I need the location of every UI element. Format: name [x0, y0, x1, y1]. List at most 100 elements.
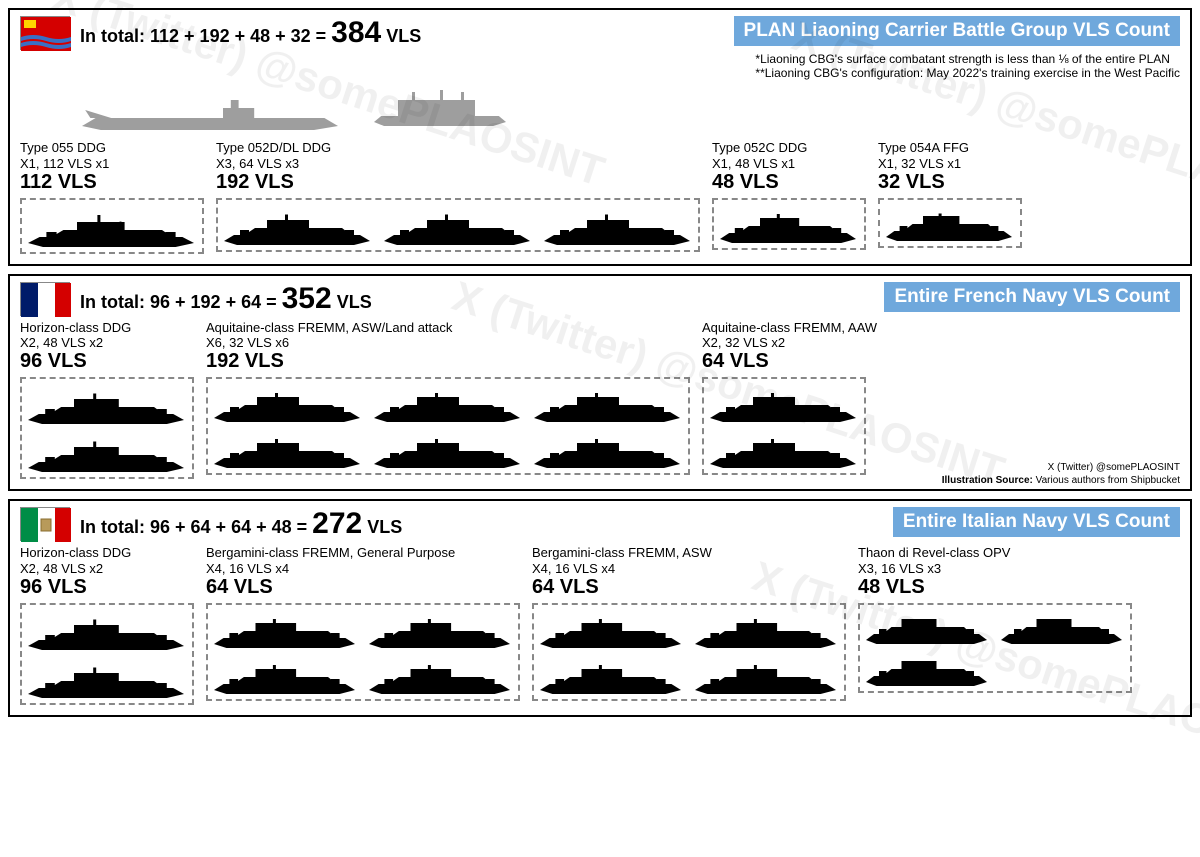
credits: X (Twitter) @somePLAOSINT Illustration S… [942, 461, 1180, 487]
group-vls: 48 VLS [858, 576, 1132, 599]
group-vls: 64 VLS [702, 350, 877, 373]
group-vls: 112 VLS [20, 171, 204, 194]
ship-box [20, 377, 194, 479]
ship-opv [864, 609, 989, 645]
group-sub: X2, 32 VLS x2 [702, 335, 877, 350]
total-sum: 96 + 64 + 64 + 48 = [150, 517, 312, 537]
note-2: **Liaoning CBG's configuration: May 2022… [755, 66, 1180, 80]
ship-ffg [212, 383, 362, 423]
ship-group: Aquitaine-class FREMM, AAW X2, 32 VLS x2… [702, 320, 877, 476]
group-label: Bergamini-class FREMM, ASW [532, 545, 846, 561]
ship-ffg [884, 204, 1014, 242]
ship-ddg [382, 204, 532, 246]
ship-box [20, 198, 204, 254]
ship-ffg [212, 429, 362, 469]
ship-box [702, 377, 866, 475]
group-label: Type 054A FFG [878, 140, 1022, 156]
total-prefix: In total: [80, 26, 150, 46]
group-sub: X4, 16 VLS x4 [206, 561, 520, 576]
panel-italy: In total: 96 + 64 + 64 + 48 = 272 VLS En… [8, 499, 1192, 717]
ship-group: Type 052D/DL DDG X3, 64 VLS x3 192 VLS [216, 140, 700, 252]
group-sub: X4, 16 VLS x4 [532, 561, 846, 576]
ship-box [532, 603, 846, 701]
total-big: 384 [331, 16, 381, 49]
credit-label: Illustration Source: [942, 475, 1036, 486]
group-vls: 32 VLS [878, 171, 1022, 194]
ship-group: Bergamini-class FREMM, ASW X4, 16 VLS x4… [532, 545, 846, 701]
ship-box [216, 198, 700, 252]
group-label: Thaon di Revel-class OPV [858, 545, 1132, 561]
ship-box [20, 603, 194, 705]
flag-tricolor [21, 283, 71, 317]
ship-group: Horizon-class DDG X2, 48 VLS x2 96 VLS [20, 545, 194, 705]
ship-group: Type 054A FFG X1, 32 VLS x1 32 VLS [878, 140, 1022, 248]
ship-carrier [80, 84, 340, 132]
total-prefix: In total: [80, 517, 150, 537]
ship-box [712, 198, 866, 250]
group-label: Horizon-class DDG [20, 545, 194, 561]
total-line: In total: 112 + 192 + 48 + 32 = 384 VLS [80, 16, 724, 50]
group-label: Type 052C DDG [712, 140, 866, 156]
ship-ddg [26, 204, 196, 248]
ship-opv [999, 609, 1124, 645]
ship-group: Aquitaine-class FREMM, ASW/Land attack X… [206, 320, 690, 476]
ship-box [878, 198, 1022, 248]
credit-handle: X (Twitter) @somePLAOSINT [942, 461, 1180, 474]
group-sub: X2, 48 VLS x2 [20, 335, 194, 350]
group-sub: X1, 48 VLS x1 [712, 156, 866, 171]
note-1: *Liaoning CBG's surface combatant streng… [755, 52, 1180, 66]
group-label: Bergamini-class FREMM, General Purpose [206, 545, 520, 561]
ship-ffg [372, 383, 522, 423]
ship-group: Horizon-class DDG X2, 48 VLS x2 96 VLS [20, 320, 194, 480]
context-ships [80, 84, 1180, 132]
ship-ffg [212, 655, 357, 695]
ship-ffg [367, 609, 512, 649]
ship-group: Thaon di Revel-class OPV X3, 16 VLS x3 4… [858, 545, 1132, 693]
credit-value: Various authors from Shipbucket [1036, 475, 1180, 486]
total-suffix: VLS [362, 517, 402, 537]
ship-ddg [222, 204, 372, 246]
flag [20, 16, 70, 50]
total-suffix: VLS [381, 26, 421, 46]
ship-ffg [538, 655, 683, 695]
panel-title: Entire Italian Navy VLS Count [893, 507, 1180, 537]
group-label: Type 055 DDG [20, 140, 204, 156]
group-label: Type 052D/DL DDG [216, 140, 700, 156]
ship-ffg [212, 609, 357, 649]
total-suffix: VLS [332, 292, 372, 312]
ship-ddg [26, 431, 186, 473]
ship-box [206, 377, 690, 475]
group-sub: X3, 16 VLS x3 [858, 561, 1132, 576]
ship-ddg [26, 383, 186, 425]
panel-plan: In total: 112 + 192 + 48 + 32 = 384 VLS … [8, 8, 1192, 266]
group-vls: 96 VLS [20, 576, 194, 599]
group-vls: 96 VLS [20, 350, 194, 373]
group-sub: X3, 64 VLS x3 [216, 156, 700, 171]
ship-ddg [542, 204, 692, 246]
groups-row: Horizon-class DDG X2, 48 VLS x2 96 VLS A… [20, 320, 1180, 480]
ship-group: Bergamini-class FREMM, General Purpose X… [206, 545, 520, 701]
flag-tricolor [21, 508, 71, 542]
ship-group: Type 052C DDG X1, 48 VLS x1 48 VLS [712, 140, 866, 250]
group-vls: 192 VLS [206, 350, 690, 373]
ship-box [206, 603, 520, 701]
ship-ffg [532, 429, 682, 469]
ship-box [858, 603, 1132, 693]
panel-title: Entire French Navy VLS Count [884, 282, 1180, 312]
ship-group: Type 055 DDG X1, 112 VLS x1 112 VLS [20, 140, 204, 254]
total-big: 352 [282, 282, 332, 315]
total-prefix: In total: [80, 292, 150, 312]
group-sub: X6, 32 VLS x6 [206, 335, 690, 350]
ship-ddg [26, 609, 186, 651]
ship-ffg [532, 383, 682, 423]
panel-notes: *Liaoning CBG's surface combatant streng… [755, 52, 1180, 80]
group-vls: 48 VLS [712, 171, 866, 194]
panel-title: PLAN Liaoning Carrier Battle Group VLS C… [734, 16, 1180, 46]
ship-ffg [372, 429, 522, 469]
ship-ddg [26, 657, 186, 699]
group-vls: 192 VLS [216, 171, 700, 194]
group-sub: X2, 48 VLS x2 [20, 561, 194, 576]
group-sub: X1, 112 VLS x1 [20, 156, 204, 171]
total-sum: 96 + 192 + 64 = [150, 292, 282, 312]
flag [20, 507, 70, 541]
